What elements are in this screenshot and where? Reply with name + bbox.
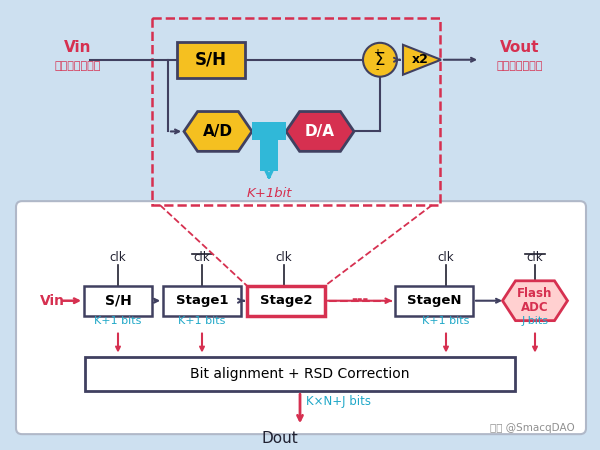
Bar — [260, 140, 278, 171]
Text: -: - — [375, 64, 379, 74]
Text: Σ: Σ — [375, 51, 385, 69]
Text: StageN: StageN — [407, 294, 461, 307]
Polygon shape — [184, 112, 252, 151]
Text: （来自上一级）: （来自上一级） — [55, 61, 101, 71]
Text: Vin: Vin — [40, 294, 65, 308]
Bar — [152, 18, 440, 205]
Text: K+1 bits: K+1 bits — [178, 315, 226, 326]
Bar — [84, 286, 152, 315]
Text: ---: --- — [352, 292, 368, 306]
Text: Stage1: Stage1 — [176, 294, 228, 307]
Text: S/H: S/H — [104, 294, 131, 308]
Text: ADC: ADC — [521, 301, 549, 314]
Text: A/D: A/D — [203, 124, 233, 139]
Bar — [163, 286, 241, 315]
Text: Vout: Vout — [500, 40, 540, 55]
Polygon shape — [403, 45, 441, 75]
Text: 知乎 @SmacqDAO: 知乎 @SmacqDAO — [490, 423, 575, 433]
Text: K+1bit: K+1bit — [246, 187, 292, 200]
Text: Dout: Dout — [262, 431, 298, 446]
Text: +: + — [373, 48, 381, 58]
Circle shape — [363, 43, 397, 76]
Bar — [177, 42, 245, 78]
Text: clk: clk — [194, 251, 211, 264]
Text: K+1 bits: K+1 bits — [422, 315, 470, 326]
Bar — [395, 286, 473, 315]
Text: Flash: Flash — [517, 287, 553, 300]
Text: Bit alignment + RSD Correction: Bit alignment + RSD Correction — [190, 367, 410, 382]
Polygon shape — [503, 281, 568, 321]
FancyBboxPatch shape — [16, 201, 586, 434]
Text: K+1 bits: K+1 bits — [94, 315, 142, 326]
Text: （传至后一级）: （传至后一级） — [497, 61, 543, 71]
Bar — [252, 122, 286, 140]
Text: K×N+J bits: K×N+J bits — [305, 395, 371, 408]
Text: J bits: J bits — [521, 315, 548, 326]
Text: D/A: D/A — [305, 124, 335, 139]
Text: Vin: Vin — [64, 40, 92, 55]
Bar — [247, 286, 325, 315]
Text: clk: clk — [275, 251, 292, 264]
Text: clk: clk — [110, 251, 127, 264]
Text: S/H: S/H — [195, 51, 227, 69]
Polygon shape — [286, 112, 354, 151]
Bar — [85, 357, 515, 392]
Text: clk: clk — [527, 251, 544, 264]
Text: clk: clk — [437, 251, 454, 264]
Text: Stage2: Stage2 — [260, 294, 312, 307]
Text: x2: x2 — [412, 53, 428, 66]
